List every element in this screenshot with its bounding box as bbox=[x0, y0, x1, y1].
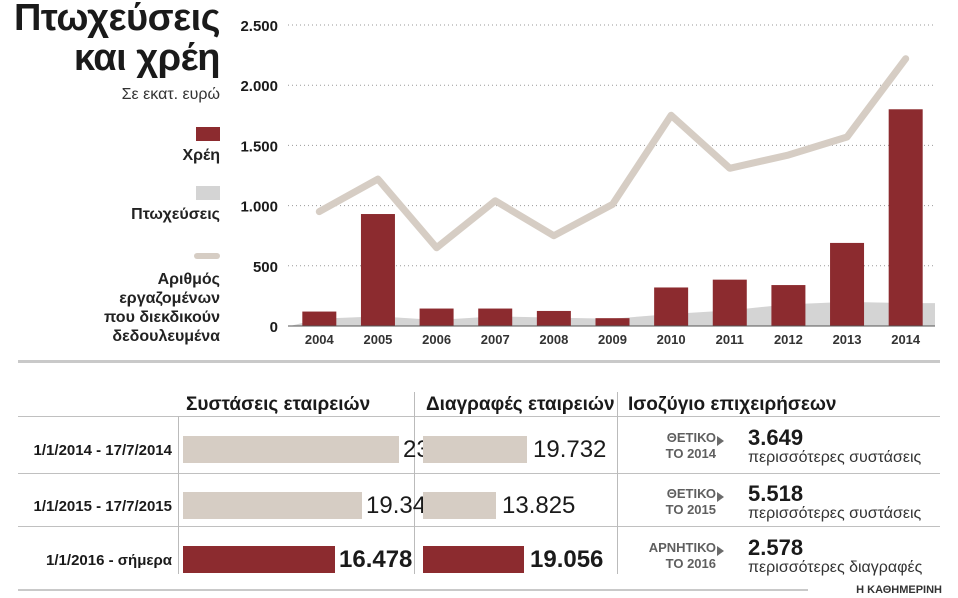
balance-text: περισσότερες συστάσεις bbox=[748, 505, 922, 522]
legend-bankruptcies-swatch bbox=[196, 186, 220, 200]
debts-bar bbox=[536, 310, 571, 326]
x-tick-label: 2008 bbox=[539, 332, 568, 347]
balance-number: 2.578 bbox=[748, 535, 804, 560]
table-col-rule-3 bbox=[617, 392, 618, 574]
publisher-credit: Η ΚΑΘΗΜΕΡΙΝΗ bbox=[856, 584, 942, 596]
y-tick-label: 1.500 bbox=[240, 138, 278, 155]
balance-text: περισσότερες συστάσεις bbox=[748, 449, 922, 466]
balance-status-line-1: ΘΕΤΙΚΟ bbox=[666, 486, 716, 501]
col-head-balance: Ισοζύγιο επιχειρήσεων bbox=[628, 394, 837, 415]
balance-status-line-2: ΤΟ 2016 bbox=[665, 556, 716, 571]
legend-debts-label: Χρέη bbox=[182, 147, 220, 164]
founded-bar bbox=[183, 436, 399, 463]
section-divider bbox=[18, 360, 940, 363]
x-tick-label: 2005 bbox=[363, 332, 392, 347]
legend-workers-label-3: που διεκδικούν bbox=[104, 309, 220, 326]
y-tick-label: 0 bbox=[270, 319, 278, 336]
x-tick-label: 2013 bbox=[833, 332, 862, 347]
chart-subtitle: Σε εκατ. ευρώ bbox=[121, 86, 220, 103]
row-period: 1/1/2014 - 17/7/2014 bbox=[33, 442, 172, 459]
title-line-1: Πτωχεύσεις bbox=[13, 0, 221, 39]
x-tick-label: 2014 bbox=[891, 332, 921, 347]
table-col-rule-2 bbox=[414, 392, 415, 574]
title-line-2: και χρέη bbox=[73, 37, 221, 79]
balance-status-line-2: ΤΟ 2015 bbox=[665, 502, 716, 517]
table-top-rule bbox=[18, 416, 940, 417]
balance-status-line-1: ΑΡΝΗΤΙΚΟ bbox=[648, 540, 716, 555]
deleted-bar bbox=[423, 546, 524, 573]
debts-bar bbox=[830, 242, 865, 326]
y-tick-label: 2.000 bbox=[240, 78, 278, 95]
table-row-rule-2 bbox=[18, 526, 940, 527]
y-tick-label: 1.000 bbox=[240, 199, 278, 216]
debts-bar bbox=[771, 285, 806, 326]
balance-status: ΑΡΝΗΤΙΚΟ ΤΟ 2016 bbox=[649, 540, 716, 572]
founded-bar bbox=[183, 492, 362, 519]
y-tick-label: 500 bbox=[253, 259, 278, 276]
balance-status-line-2: ΤΟ 2014 bbox=[665, 446, 716, 461]
debts-bar bbox=[654, 287, 689, 326]
col-head-deleted: Διαγραφές εταιρειών bbox=[426, 394, 615, 415]
arrow-right-icon bbox=[717, 492, 724, 502]
x-tick-label: 2006 bbox=[422, 332, 451, 347]
deleted-value: 13.825 bbox=[502, 492, 576, 519]
deleted-bar bbox=[423, 492, 496, 519]
legend-workers-label-2: εργαζομένων bbox=[119, 290, 220, 307]
x-tick-label: 2007 bbox=[481, 332, 510, 347]
col-head-founded: Συστάσεις εταιρειών bbox=[186, 394, 371, 415]
balance-status-line-1: ΘΕΤΙΚΟ bbox=[666, 430, 716, 445]
founded-bar bbox=[183, 546, 335, 573]
table-row-rule-1 bbox=[18, 473, 940, 474]
balance-number: 5.518 bbox=[748, 481, 804, 506]
footer-divider bbox=[18, 589, 808, 591]
debts-bar bbox=[478, 308, 513, 326]
legend-debts: Χρέη bbox=[182, 127, 220, 165]
balance-status: ΘΕΤΙΚΟ ΤΟ 2014 bbox=[666, 430, 716, 462]
debts-bar bbox=[360, 214, 395, 326]
balance-number: 3.649 bbox=[748, 425, 804, 450]
x-tick-label: 2012 bbox=[774, 332, 803, 347]
x-tick-label: 2009 bbox=[598, 332, 627, 347]
balance-text: περισσότερες διαγραφές bbox=[748, 559, 923, 576]
debts-bar bbox=[595, 318, 630, 326]
row-period: 1/1/2016 - σήμερα bbox=[46, 552, 172, 569]
legend-bankruptcies: Πτωχεύσεις bbox=[131, 186, 220, 224]
debts-bar bbox=[419, 308, 454, 326]
x-tick-label: 2011 bbox=[716, 332, 744, 347]
legend-workers-label-4: δεδουλευμένα bbox=[112, 328, 220, 345]
legend-debts-swatch bbox=[196, 127, 220, 141]
x-tick-label: 2004 bbox=[305, 332, 335, 347]
chart-title: Πτωχεύσεις και χρέη bbox=[13, 0, 221, 79]
debts-bar bbox=[888, 109, 923, 326]
x-tick-label: 2010 bbox=[657, 332, 686, 347]
legend-workers-label-1: Αριθμός bbox=[157, 271, 220, 288]
row-period: 1/1/2015 - 17/7/2015 bbox=[33, 498, 172, 515]
legend-workers-swatch bbox=[194, 253, 220, 259]
founded-value: 16.478 bbox=[339, 546, 413, 573]
arrow-right-icon bbox=[717, 436, 724, 446]
y-tick-label: 2.500 bbox=[240, 18, 278, 35]
deleted-value: 19.056 bbox=[530, 546, 604, 573]
table-col-rule-1 bbox=[178, 416, 179, 574]
deleted-value: 19.732 bbox=[533, 436, 607, 463]
balance-status: ΘΕΤΙΚΟ ΤΟ 2015 bbox=[666, 486, 716, 518]
legend-bankruptcies-label: Πτωχεύσεις bbox=[131, 206, 220, 223]
debts-bar bbox=[712, 279, 747, 326]
arrow-right-icon bbox=[717, 546, 724, 556]
chart-plot: 0 500 1.000 1.500 2.000 2.500 2004 2005 2006 2007… bbox=[240, 18, 935, 347]
debts-bar bbox=[302, 311, 337, 326]
deleted-bar bbox=[423, 436, 527, 463]
workers-line bbox=[315, 55, 910, 252]
legend-workers: Αριθμός εργαζομένων που διεκδικούν δεδου… bbox=[104, 246, 220, 346]
